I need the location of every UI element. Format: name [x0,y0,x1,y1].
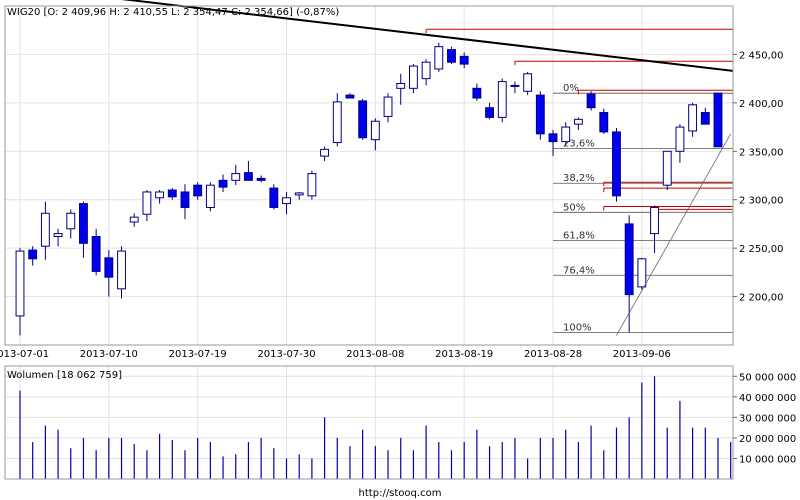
fib-level-label: 0% [563,83,579,94]
axes: 2 200,00 2 250,00 2 300,00 2 350,00 2 400,00… [0,5,796,480]
candle-up [434,46,444,70]
candle-down [485,107,494,118]
candle-up [320,148,330,157]
candle-up [66,212,76,230]
candle-down [586,93,596,109]
fib-level-label: 100% [563,322,592,333]
date-tick-label: 2013-08-08 [346,349,404,360]
candle-up [117,250,126,290]
candle-down [358,100,368,139]
volume-panel-frame [4,365,734,480]
candle-down [624,223,634,296]
fib-level-label: 61,8% [563,230,595,241]
fib-level-label: 50% [563,202,585,213]
candle-up [662,150,672,186]
candle-down [472,87,482,99]
candle-down [244,172,253,181]
volume-tick-label: 30 000 000 [739,413,796,424]
candle-up [561,126,571,143]
resistance-levels [425,28,733,214]
volume-tick-label: 20 000 000 [739,434,796,445]
candle-up [688,104,698,132]
price-tick-label: 2 250,00 [739,244,784,255]
date-tick-label: 2013-07-01 [0,349,49,360]
candle-up [408,65,418,89]
candle-up [231,173,241,181]
volume-tick-label: 50 000 000 [739,372,796,383]
price-grid [5,6,733,345]
candle-up [383,96,393,117]
candle-up [142,191,152,215]
candle-down [510,84,520,87]
price-header: WIG20 [O: 2 409,96 H: 2 410,55 L: 2 354,… [7,7,339,18]
candle-up [294,192,304,196]
date-tick-label: 2013-07-19 [169,349,227,360]
price-tick-label: 2 400,00 [739,99,784,110]
price-tick-label: 2 300,00 [739,196,784,207]
date-tick-label: 2013-07-10 [80,349,138,360]
fan-line [616,133,732,336]
candle-up [637,258,647,288]
candle-down [612,131,621,197]
price-tick-label: 2 350,00 [739,147,784,158]
candle-up [332,101,342,144]
date-tick-label: 2013-09-06 [613,349,671,360]
candle-up [155,191,165,199]
candle-up [40,212,50,247]
candle-down [79,203,88,244]
date-tick-label: 2013-07-30 [257,349,315,360]
candle-up [523,73,533,92]
candle-down [256,177,266,181]
footer-url: http://stooq.com [359,488,442,499]
trend-line [121,0,734,72]
price-tick-label: 2 450,00 [739,50,784,61]
candle-up [370,120,380,141]
candle-up [282,197,291,205]
candle-up [15,250,25,317]
volume-header: Wolumen [18 062 759] [7,370,122,381]
candle-down [104,257,114,278]
candle-down [218,179,228,188]
date-tick-label: 2013-08-28 [524,349,582,360]
candle-down [28,249,38,260]
candle-down [599,112,609,133]
fib-level-label: 23,6% [563,138,595,149]
candle-up [675,126,685,152]
candles [15,42,723,336]
candle-down [180,191,190,208]
candle-up [307,173,317,197]
candle-up [396,82,406,89]
candle-up [129,216,139,223]
fib-level-label: 38,2% [563,173,595,184]
fib-level-label: 76,4% [563,265,595,276]
candle-up [53,233,63,238]
candle-down [700,112,710,125]
volume-tick-label: 10 000 000 [739,454,796,465]
candle-up [650,206,659,235]
candle-down [459,55,469,65]
price-tick-label: 2 200,00 [739,293,784,304]
volume-bars [19,376,732,479]
candle-down [345,94,355,99]
candle-up [205,184,215,208]
candle-up [573,118,583,125]
candle-down [167,189,177,198]
candle-down [269,187,279,208]
price-panel-frame [4,5,734,346]
candle-down [447,49,456,63]
candle-down [193,184,203,197]
candle-down [535,94,545,135]
candle-down [548,133,558,143]
date-tick-label: 2013-08-19 [435,349,493,360]
candle-up [497,81,507,118]
candle-down [91,236,101,272]
trend-lines [121,0,734,336]
candle-up [421,61,431,80]
candle-down [713,92,723,148]
volume-tick-label: 40 000 000 [739,393,796,404]
volume-grid [5,366,733,479]
